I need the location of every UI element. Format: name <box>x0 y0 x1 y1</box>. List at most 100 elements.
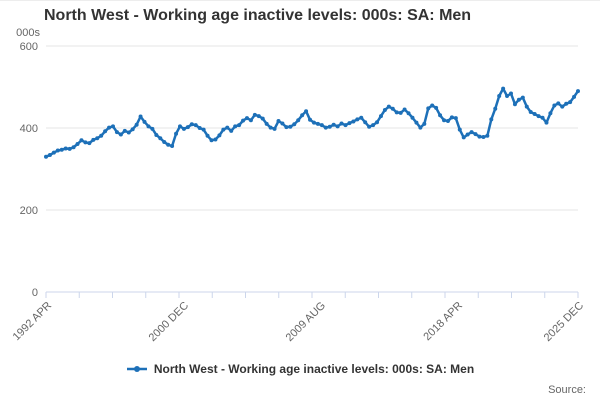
series-marker <box>367 124 372 129</box>
y-axis-unit-label: 000s <box>16 27 40 39</box>
series-marker <box>229 128 234 133</box>
series-marker <box>103 129 108 134</box>
series-marker <box>532 112 537 117</box>
series-marker <box>130 127 135 132</box>
series-marker <box>181 126 186 131</box>
series-marker <box>509 91 514 96</box>
series-marker <box>47 153 52 158</box>
series-marker <box>311 120 316 125</box>
series-marker <box>438 113 443 118</box>
series-marker <box>201 127 206 132</box>
series-marker <box>241 118 246 123</box>
series-marker <box>217 133 222 138</box>
series-marker <box>154 132 159 137</box>
series-marker <box>59 147 64 152</box>
series-marker <box>107 125 112 130</box>
series-marker <box>457 127 462 132</box>
series-marker <box>95 136 100 141</box>
series-marker <box>272 126 277 131</box>
series-marker <box>189 122 194 127</box>
series-marker <box>402 107 407 112</box>
series-marker <box>576 89 580 94</box>
series-marker <box>477 134 482 139</box>
series-marker <box>264 121 269 126</box>
series-marker <box>445 119 450 124</box>
series-marker <box>67 146 72 151</box>
series-marker <box>564 101 569 106</box>
series-marker <box>319 123 324 128</box>
series-marker <box>138 114 143 119</box>
series-marker <box>516 97 521 102</box>
series-marker <box>524 104 529 109</box>
series-marker <box>63 146 68 151</box>
series-marker <box>371 123 376 128</box>
series-marker <box>292 122 297 127</box>
series-marker <box>572 94 577 99</box>
series-marker <box>55 148 60 153</box>
series-marker <box>434 105 439 110</box>
series-marker <box>355 117 360 122</box>
series-marker <box>146 124 151 129</box>
series-marker <box>378 114 383 119</box>
series-marker <box>351 119 356 124</box>
series-marker <box>225 125 230 130</box>
series-marker <box>382 107 387 112</box>
series-marker <box>536 114 541 119</box>
series-marker <box>493 106 498 111</box>
series-marker <box>512 102 517 107</box>
series-marker <box>520 95 525 100</box>
x-tick-label: 2000 DEC <box>147 300 191 344</box>
series-marker <box>414 120 419 125</box>
x-tick-label: 2009 AUG <box>284 300 328 344</box>
legend[interactable]: North West - Working age inactive levels… <box>0 362 600 376</box>
series-marker <box>485 133 490 138</box>
series-marker <box>158 136 163 141</box>
series-marker <box>166 142 171 147</box>
series-marker <box>248 118 253 123</box>
series-marker <box>560 104 565 109</box>
series-marker <box>193 123 198 128</box>
series-marker <box>185 125 190 130</box>
y-tick-label: 200 <box>20 205 38 217</box>
series-marker <box>394 110 399 115</box>
series-marker <box>233 124 238 129</box>
series-marker <box>221 127 226 132</box>
series-marker <box>544 120 549 125</box>
series-marker <box>71 145 76 150</box>
series-marker <box>363 120 368 125</box>
series-marker <box>339 121 344 126</box>
series-marker <box>284 125 289 130</box>
series-marker <box>177 124 182 129</box>
series-marker <box>540 115 545 120</box>
chart-title: North West - Working age inactive levels… <box>44 7 472 24</box>
series-marker <box>205 133 210 138</box>
series-line[interactable] <box>44 87 580 158</box>
series-marker <box>327 124 332 129</box>
series-marker <box>426 106 431 111</box>
series-marker <box>406 111 411 116</box>
series-marker <box>449 115 454 120</box>
series-marker <box>280 121 285 126</box>
series-marker <box>237 123 242 128</box>
series-marker <box>174 131 179 136</box>
legend-marker <box>126 366 147 372</box>
series-marker <box>548 111 553 116</box>
series-marker <box>308 117 313 122</box>
series-marker <box>87 141 92 146</box>
series-marker <box>142 119 147 124</box>
series-marker <box>244 116 249 121</box>
series-marker <box>528 110 533 115</box>
series-marker <box>430 103 435 108</box>
series-marker <box>461 135 466 140</box>
series-marker <box>390 106 395 111</box>
series-marker <box>114 130 119 135</box>
legend-item-label: North West - Working age inactive levels… <box>153 362 475 376</box>
series-marker <box>276 119 281 124</box>
source-label: Source: <box>548 384 586 396</box>
series-marker <box>489 117 494 122</box>
series-marker <box>252 112 257 117</box>
series-marker <box>91 137 96 142</box>
series-marker <box>398 110 403 115</box>
series-marker <box>410 115 415 120</box>
x-tick-label: 2018 APR <box>421 300 465 344</box>
